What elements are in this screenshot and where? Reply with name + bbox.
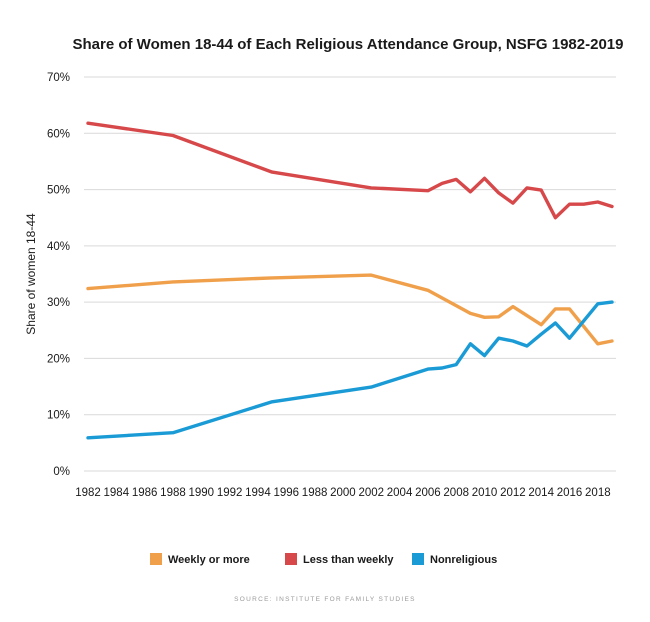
legend: Weekly or more Less than weekly Nonreligio…: [150, 553, 497, 566]
source-note: SOURCE: INSTITUTE FOR FAMILY STUDIES: [234, 596, 416, 603]
x-tick-label: 2000: [330, 487, 356, 499]
x-tick-label: 2006: [415, 487, 441, 499]
legend-swatch: [150, 553, 162, 565]
legend-label: Weekly or more: [168, 554, 250, 566]
legend-swatch: [412, 553, 424, 565]
series-line-nonreligious: [86, 300, 614, 440]
legend-label: Less than weekly: [303, 554, 394, 566]
y-axis-ticks: 0% 10% 20% 30% 40% 50% 60% 70%: [47, 72, 70, 478]
y-tick-label: 50%: [47, 185, 70, 197]
y-tick-label: 10%: [47, 410, 70, 422]
y-tick-label: 20%: [47, 353, 70, 365]
x-tick-label: 1988: [302, 487, 328, 499]
y-tick-label: 30%: [47, 297, 70, 309]
x-tick-label: 1982: [75, 487, 101, 499]
series-line-weekly-or-more: [86, 273, 614, 346]
x-tick-label: 1994: [245, 487, 271, 499]
y-tick-label: 40%: [47, 241, 70, 253]
x-tick-label: 2010: [472, 487, 498, 499]
x-tick-label: 1988: [160, 487, 186, 499]
x-tick-label: 2008: [443, 487, 469, 499]
legend-swatch: [285, 553, 297, 565]
y-axis-label: Share of women 18-44: [24, 213, 38, 335]
y-tick-label: 70%: [47, 72, 70, 84]
x-tick-label: 1996: [273, 487, 299, 499]
x-tick-label: 2002: [358, 487, 384, 499]
gridlines: [84, 76, 616, 472]
x-tick-label: 2018: [585, 487, 611, 499]
series-line-less-than-weekly: [86, 121, 614, 220]
x-tick-label: 2014: [528, 487, 554, 499]
x-axis-ticks: 1982 1984 1986 1988 1990 1992 1994 1996 1988 2000…: [75, 487, 610, 499]
y-tick-label: 0%: [53, 466, 70, 478]
legend-label: Nonreligious: [430, 554, 497, 566]
x-tick-label: 1986: [132, 487, 158, 499]
y-tick-label: 60%: [47, 128, 70, 140]
x-tick-label: 2004: [387, 487, 413, 499]
x-tick-label: 1990: [189, 487, 215, 499]
chart-title: Share of Women 18-44 of Each Religious A…: [73, 36, 624, 53]
x-tick-label: 2012: [500, 487, 526, 499]
x-tick-label: 1992: [217, 487, 243, 499]
x-tick-label: 1984: [104, 487, 130, 499]
x-tick-label: 2016: [557, 487, 583, 499]
series-lines: [86, 121, 614, 440]
